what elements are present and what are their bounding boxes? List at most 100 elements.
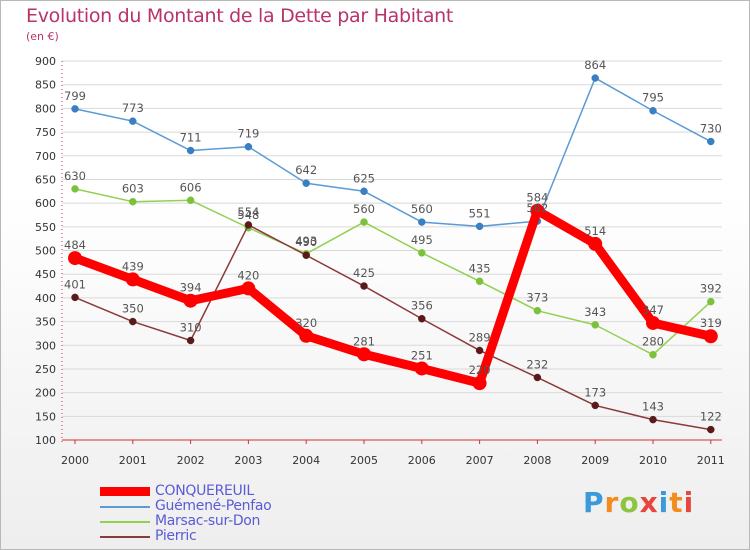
data-label: 795 (642, 91, 664, 105)
data-label: 143 (642, 400, 664, 414)
x-tick-label: 2009 (581, 454, 609, 467)
data-point (302, 251, 310, 259)
data-label: 373 (526, 291, 548, 305)
logo-letter: P (583, 486, 605, 519)
data-label: 220 (469, 363, 491, 377)
data-label: 289 (469, 330, 491, 344)
data-label: 554 (237, 205, 259, 219)
data-point (475, 346, 484, 355)
data-point (129, 117, 137, 125)
data-point (588, 236, 603, 251)
data-label: 394 (180, 281, 202, 295)
data-point (244, 221, 253, 229)
data-label: 343 (584, 305, 606, 319)
legend-label: CONQUEREUIL (155, 483, 254, 499)
data-label: 122 (700, 410, 722, 424)
y-tick-label: 250 (35, 363, 56, 376)
y-tick-label: 500 (35, 245, 56, 258)
y-tick-label: 150 (35, 410, 56, 423)
series-line (74, 77, 712, 228)
data-label: 392 (700, 282, 722, 296)
data-point (418, 249, 426, 257)
data-point (533, 306, 542, 315)
data-label: 439 (122, 259, 144, 273)
data-label: 864 (584, 58, 606, 72)
data-label: 310 (180, 321, 202, 335)
series-line (70, 206, 716, 388)
data-label: 484 (64, 238, 86, 252)
data-point (244, 142, 253, 151)
data-label: 730 (700, 122, 722, 136)
data-point (360, 282, 368, 290)
data-point (703, 329, 718, 344)
legend-swatch (100, 487, 150, 496)
x-tick-label: 2002 (177, 454, 205, 467)
data-point (302, 179, 310, 187)
data-point (649, 106, 657, 115)
data-label: 514 (584, 224, 606, 238)
data-label: 490 (295, 235, 317, 249)
y-tick-label: 550 (35, 221, 56, 234)
data-label: 560 (353, 202, 375, 216)
series-guemene-penfao (71, 74, 715, 231)
legend-label: Pierric (155, 528, 197, 544)
data-label: 493 (295, 234, 317, 248)
y-tick-label: 750 (35, 126, 56, 139)
data-point (360, 187, 368, 196)
data-label: 356 (411, 299, 433, 313)
axes: 100 150 200 250 300 350 400 450 500 550 600 650 700 7… (35, 55, 725, 467)
data-point (475, 222, 484, 231)
data-label: 173 (584, 385, 606, 399)
x-tick-label: 2010 (639, 454, 667, 467)
data-label: 347 (642, 303, 664, 317)
data-point (71, 293, 79, 302)
data-point (186, 196, 195, 205)
series-conquereuil (68, 203, 718, 391)
data-point (418, 218, 426, 226)
data-label: 420 (237, 268, 259, 282)
y-tick-label: 650 (35, 173, 56, 186)
y-tick-label: 400 (35, 292, 56, 305)
proxiti-logo: Proxiti (583, 486, 694, 519)
y-tick-label: 800 (35, 102, 56, 115)
legend-swatch (100, 521, 150, 523)
data-point (591, 401, 599, 410)
legend-swatch (100, 536, 150, 538)
data-point (649, 415, 657, 424)
y-tick-label: 100 (35, 434, 56, 447)
logo-letter: o (619, 486, 640, 519)
data-label: 251 (411, 348, 433, 362)
data-point (360, 218, 368, 226)
data-label: 281 (353, 334, 375, 348)
logo-letter: i (683, 486, 695, 519)
series-pierric (71, 221, 715, 434)
data-point (591, 321, 599, 329)
data-point (125, 272, 140, 287)
data-label: 773 (122, 101, 144, 115)
series-line (74, 188, 712, 356)
data-point (533, 373, 542, 382)
data-label: 642 (295, 163, 317, 177)
data-label: 711 (180, 131, 202, 145)
x-tick-label: 2005 (350, 454, 378, 467)
data-label: 625 (353, 171, 375, 185)
x-tick-label: 2001 (119, 454, 147, 467)
data-label: 551 (469, 206, 491, 220)
logo-letter: t (669, 486, 684, 519)
data-point (186, 146, 195, 155)
x-tick-label: 2008 (523, 454, 551, 467)
x-tick-label: 2011 (697, 454, 725, 467)
data-point (530, 203, 545, 218)
data-point (357, 347, 371, 362)
data-label: 560 (411, 202, 433, 216)
data-point (472, 376, 487, 391)
data-label: 799 (64, 89, 86, 103)
data-point (414, 361, 429, 376)
data-label: 350 (122, 302, 144, 316)
data-point (418, 314, 426, 323)
data-label: 584 (526, 191, 548, 205)
y-tick-label: 600 (35, 197, 56, 210)
data-label: 495 (411, 233, 433, 247)
data-point (646, 315, 660, 330)
